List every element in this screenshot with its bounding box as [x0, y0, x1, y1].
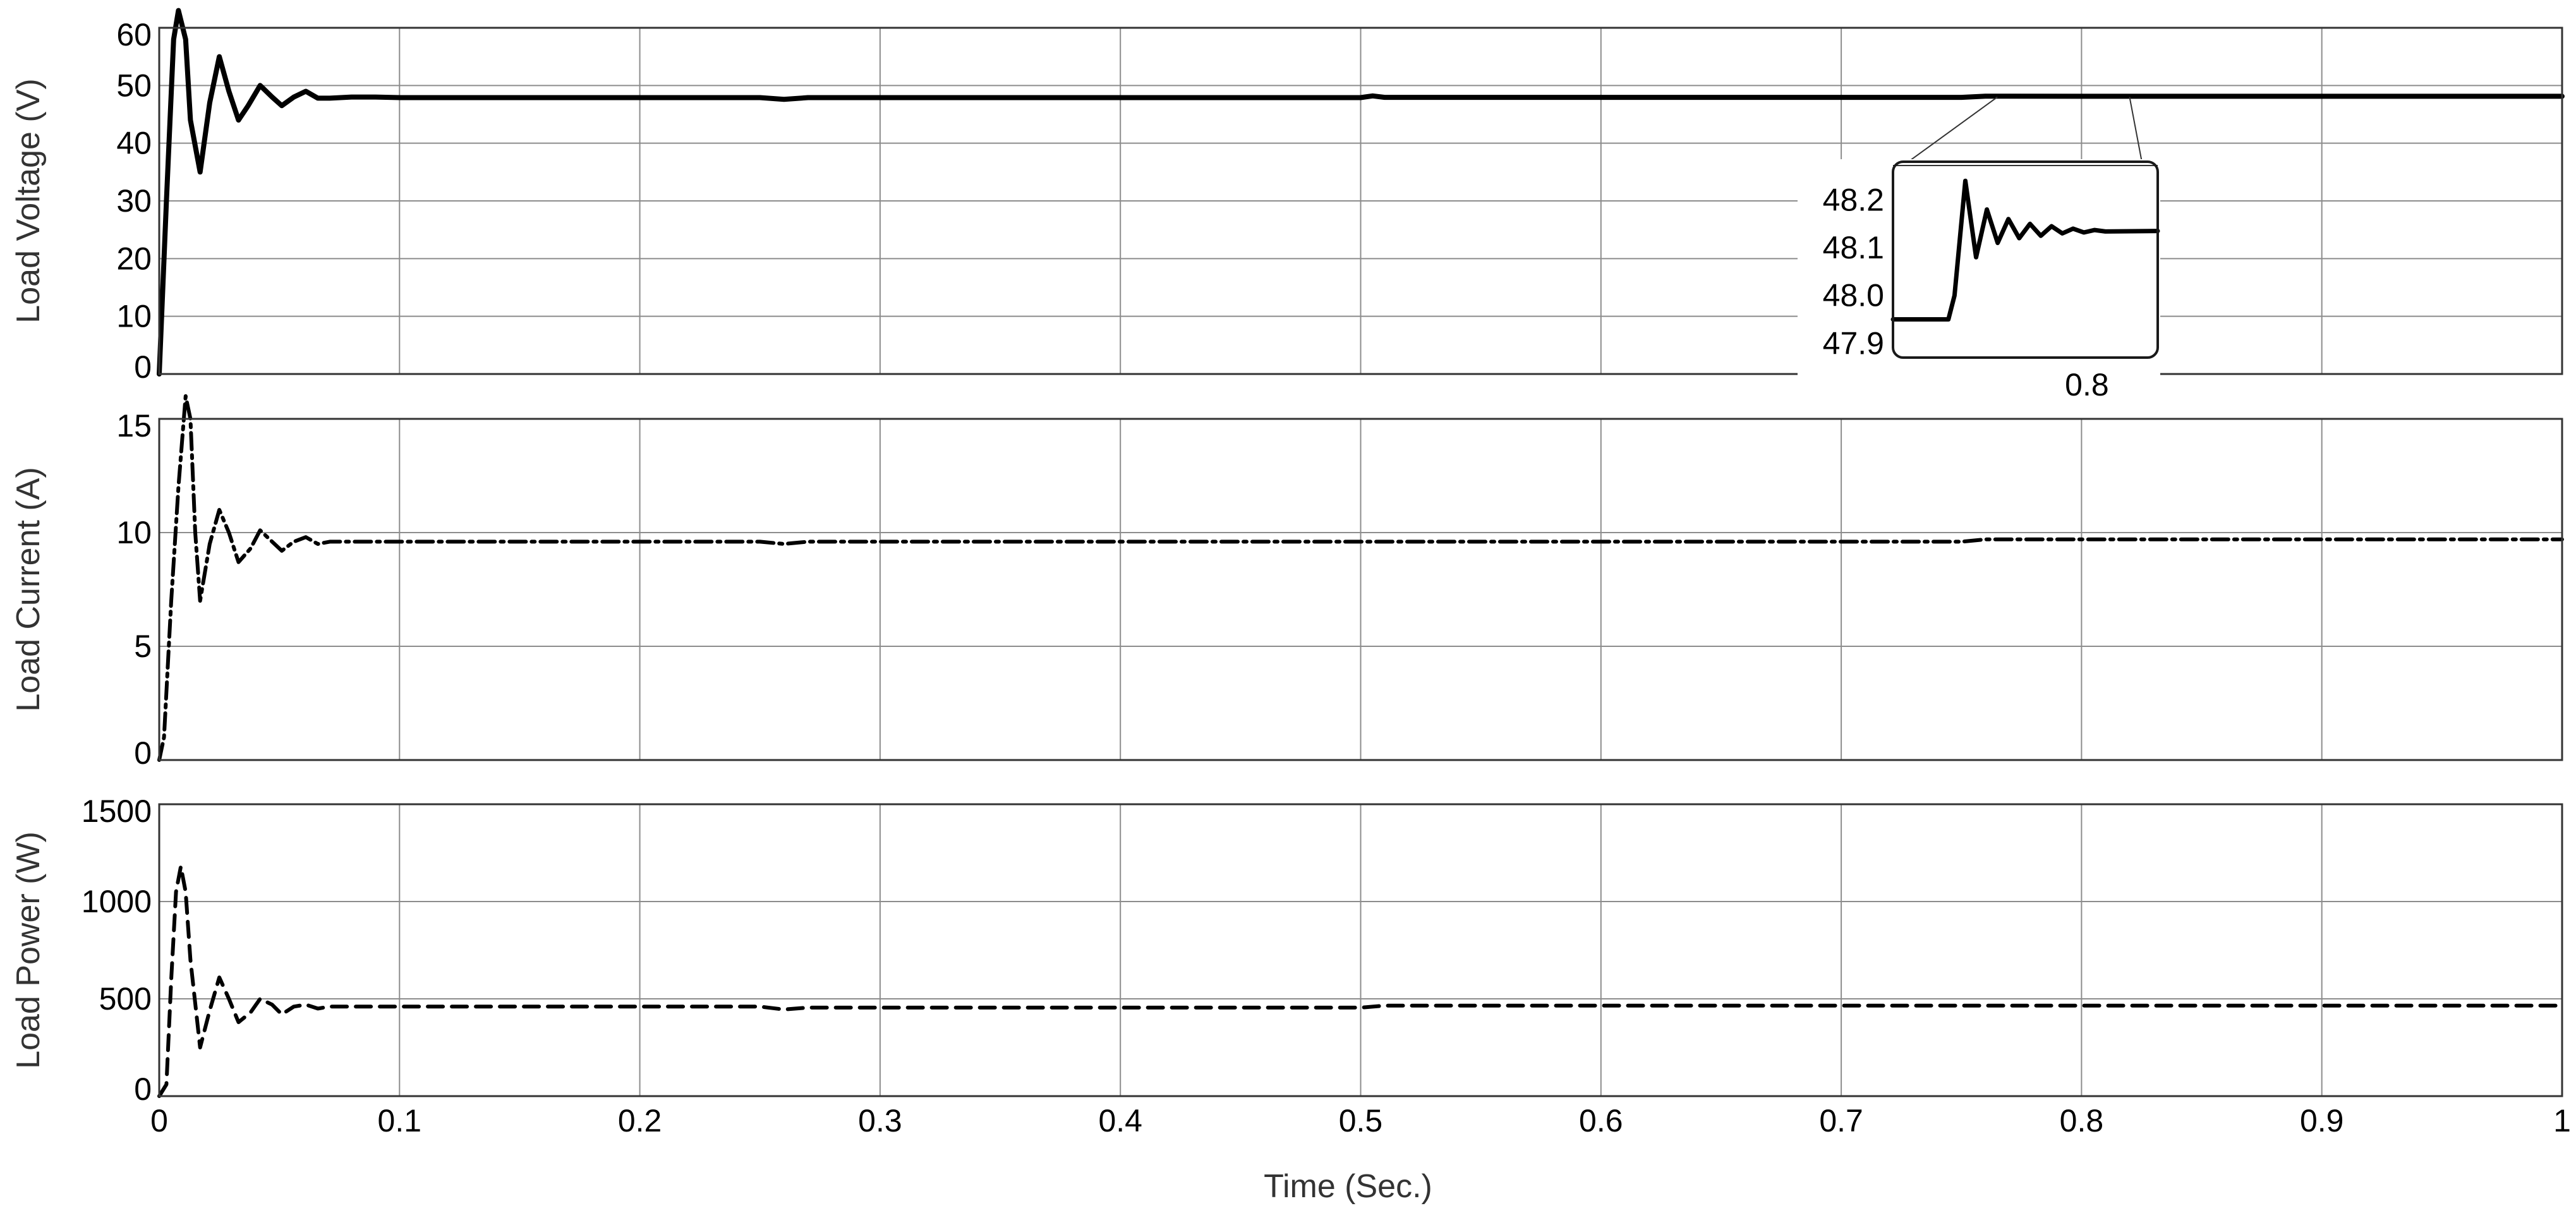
voltage-y-tick-label: 10 — [116, 299, 152, 334]
current-y-tick-label: 10 — [116, 515, 152, 550]
inset-leader-left — [1902, 96, 1998, 166]
voltage-y-tick-label: 30 — [116, 183, 152, 219]
current-y-tick-label: 15 — [116, 408, 152, 444]
current-grid — [159, 419, 2562, 760]
inset-y-tick-label: 48.2 — [1823, 182, 1884, 217]
power-panel: 0 500 1000 1500 0 0.1 0.2 0.3 0.4 0.5 0.6 0.7 0.8 0.… — [10, 794, 2571, 1205]
power-grid — [159, 804, 2562, 1096]
inset-background — [1798, 159, 2160, 408]
time-x-tick-label: 0.2 — [618, 1103, 662, 1138]
inset-frame — [1892, 160, 2159, 359]
inset-series — [1890, 165, 2160, 322]
power-y-tick-label: 0 — [134, 1071, 152, 1107]
voltage-y-ticks: 0 10 20 30 40 50 60 — [116, 17, 152, 385]
power-y-ticks: 0 500 1000 1500 — [82, 794, 152, 1107]
voltage-y-tick-label: 50 — [116, 68, 152, 103]
time-x-tick-label: 0.9 — [2300, 1103, 2344, 1138]
inset-y-tick-label: 48.1 — [1823, 230, 1884, 265]
power-y-tick-label: 1500 — [82, 794, 152, 829]
voltage-y-tick-label: 20 — [116, 241, 152, 276]
time-x-tick-label: 0.8 — [2060, 1103, 2104, 1138]
inset-y-ticks: 47.9 48.0 48.1 48.2 — [1823, 182, 1884, 361]
inset-y-tick-label: 48.0 — [1823, 278, 1884, 313]
voltage-y-tick-label: 0 — [134, 349, 152, 385]
current-series — [157, 394, 2564, 762]
inset-trace — [1890, 178, 2160, 322]
voltage-y-axis-label: Load Voltage (V) — [10, 78, 47, 323]
inset-x-tick-label: 0.8 — [2065, 367, 2109, 402]
power-series — [157, 864, 2564, 1098]
voltage-panel: 0 10 20 30 40 50 60 Load Voltage (V) — [10, 8, 2565, 385]
voltage-y-tick-label: 60 — [116, 17, 152, 52]
current-panel: 0 5 10 15 Load Current (A) — [10, 394, 2564, 771]
voltage-trace — [157, 8, 2565, 377]
time-x-tick-label: 0.4 — [1098, 1103, 1142, 1138]
current-trace — [157, 394, 2564, 762]
current-y-tick-label: 5 — [134, 629, 152, 664]
power-y-tick-label: 500 — [99, 981, 152, 1017]
voltage-axes-frame — [158, 27, 2563, 375]
inset-leader-right — [2129, 97, 2143, 166]
inset-x-ticks: 0.8 — [2065, 367, 2109, 402]
time-x-tick-label: 0.6 — [1579, 1103, 1623, 1138]
time-x-axis-label: Time (Sec.) — [1264, 1168, 1432, 1205]
time-x-tick-label: 0.3 — [858, 1103, 902, 1138]
time-x-tick-label: 0.7 — [1819, 1103, 1863, 1138]
time-x-tick-label: 0 — [150, 1103, 168, 1138]
power-y-tick-label: 1000 — [82, 884, 152, 919]
time-x-ticks: 0 0.1 0.2 0.3 0.4 0.5 0.6 0.7 0.8 0.9 1 — [150, 1103, 2571, 1138]
time-x-tick-label: 0.1 — [378, 1103, 422, 1138]
voltage-grid — [159, 28, 2562, 374]
current-y-axis-label: Load Current (A) — [10, 467, 47, 711]
time-x-tick-label: 1 — [2553, 1103, 2571, 1138]
current-y-tick-label: 0 — [134, 735, 152, 771]
voltage-y-tick-label: 40 — [116, 126, 152, 161]
current-y-ticks: 0 5 10 15 — [116, 408, 152, 771]
power-trace — [157, 864, 2564, 1098]
voltage-inset: 47.9 48.0 48.1 48.2 0.8 — [1798, 96, 2160, 408]
power-y-axis-label: Load Power (W) — [10, 831, 47, 1069]
voltage-series — [157, 8, 2565, 377]
current-axes-frame — [158, 418, 2563, 761]
power-axes-frame — [158, 803, 2563, 1097]
time-x-tick-label: 0.5 — [1339, 1103, 1383, 1138]
inset-y-tick-label: 47.9 — [1823, 325, 1884, 361]
